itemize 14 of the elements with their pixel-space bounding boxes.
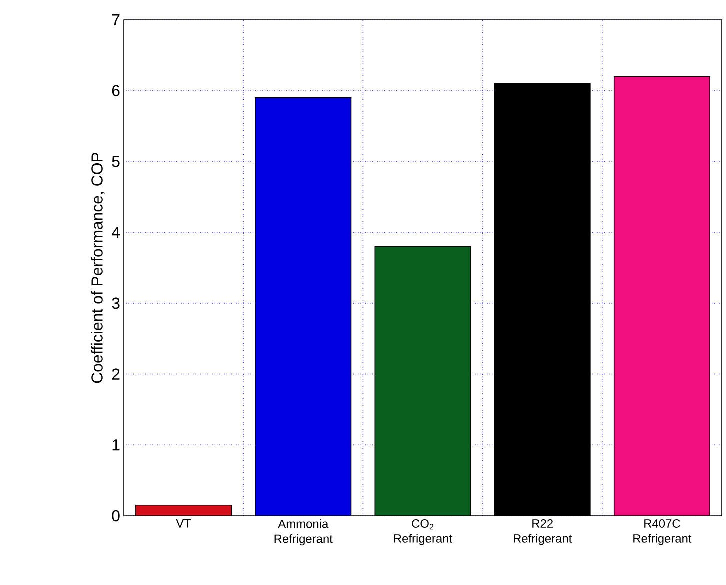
y-tick-label: 4 [112,227,120,238]
x-tick-label: CO$_{2}$ Refrigerant [394,520,452,546]
x-tick-label: R407C Refrigerant [634,520,692,546]
y-tick-label: 2 [112,368,120,380]
y-axis-title: Coefficient of Performance, COP [91,152,105,384]
y-tick-label: 0 [112,510,120,522]
x-tick-label: Ammonia Refrigerant [274,520,333,546]
y-tick-label: 3 [112,298,120,310]
x-tick-label: VT [176,520,192,528]
y-tick-label: 7 [112,14,120,26]
y-tick-label: 5 [112,156,120,168]
y-tick-label: 1 [112,440,120,451]
x-tick-label: R22 Refrigerant [514,520,572,546]
y-tick-label: 6 [112,85,120,96]
